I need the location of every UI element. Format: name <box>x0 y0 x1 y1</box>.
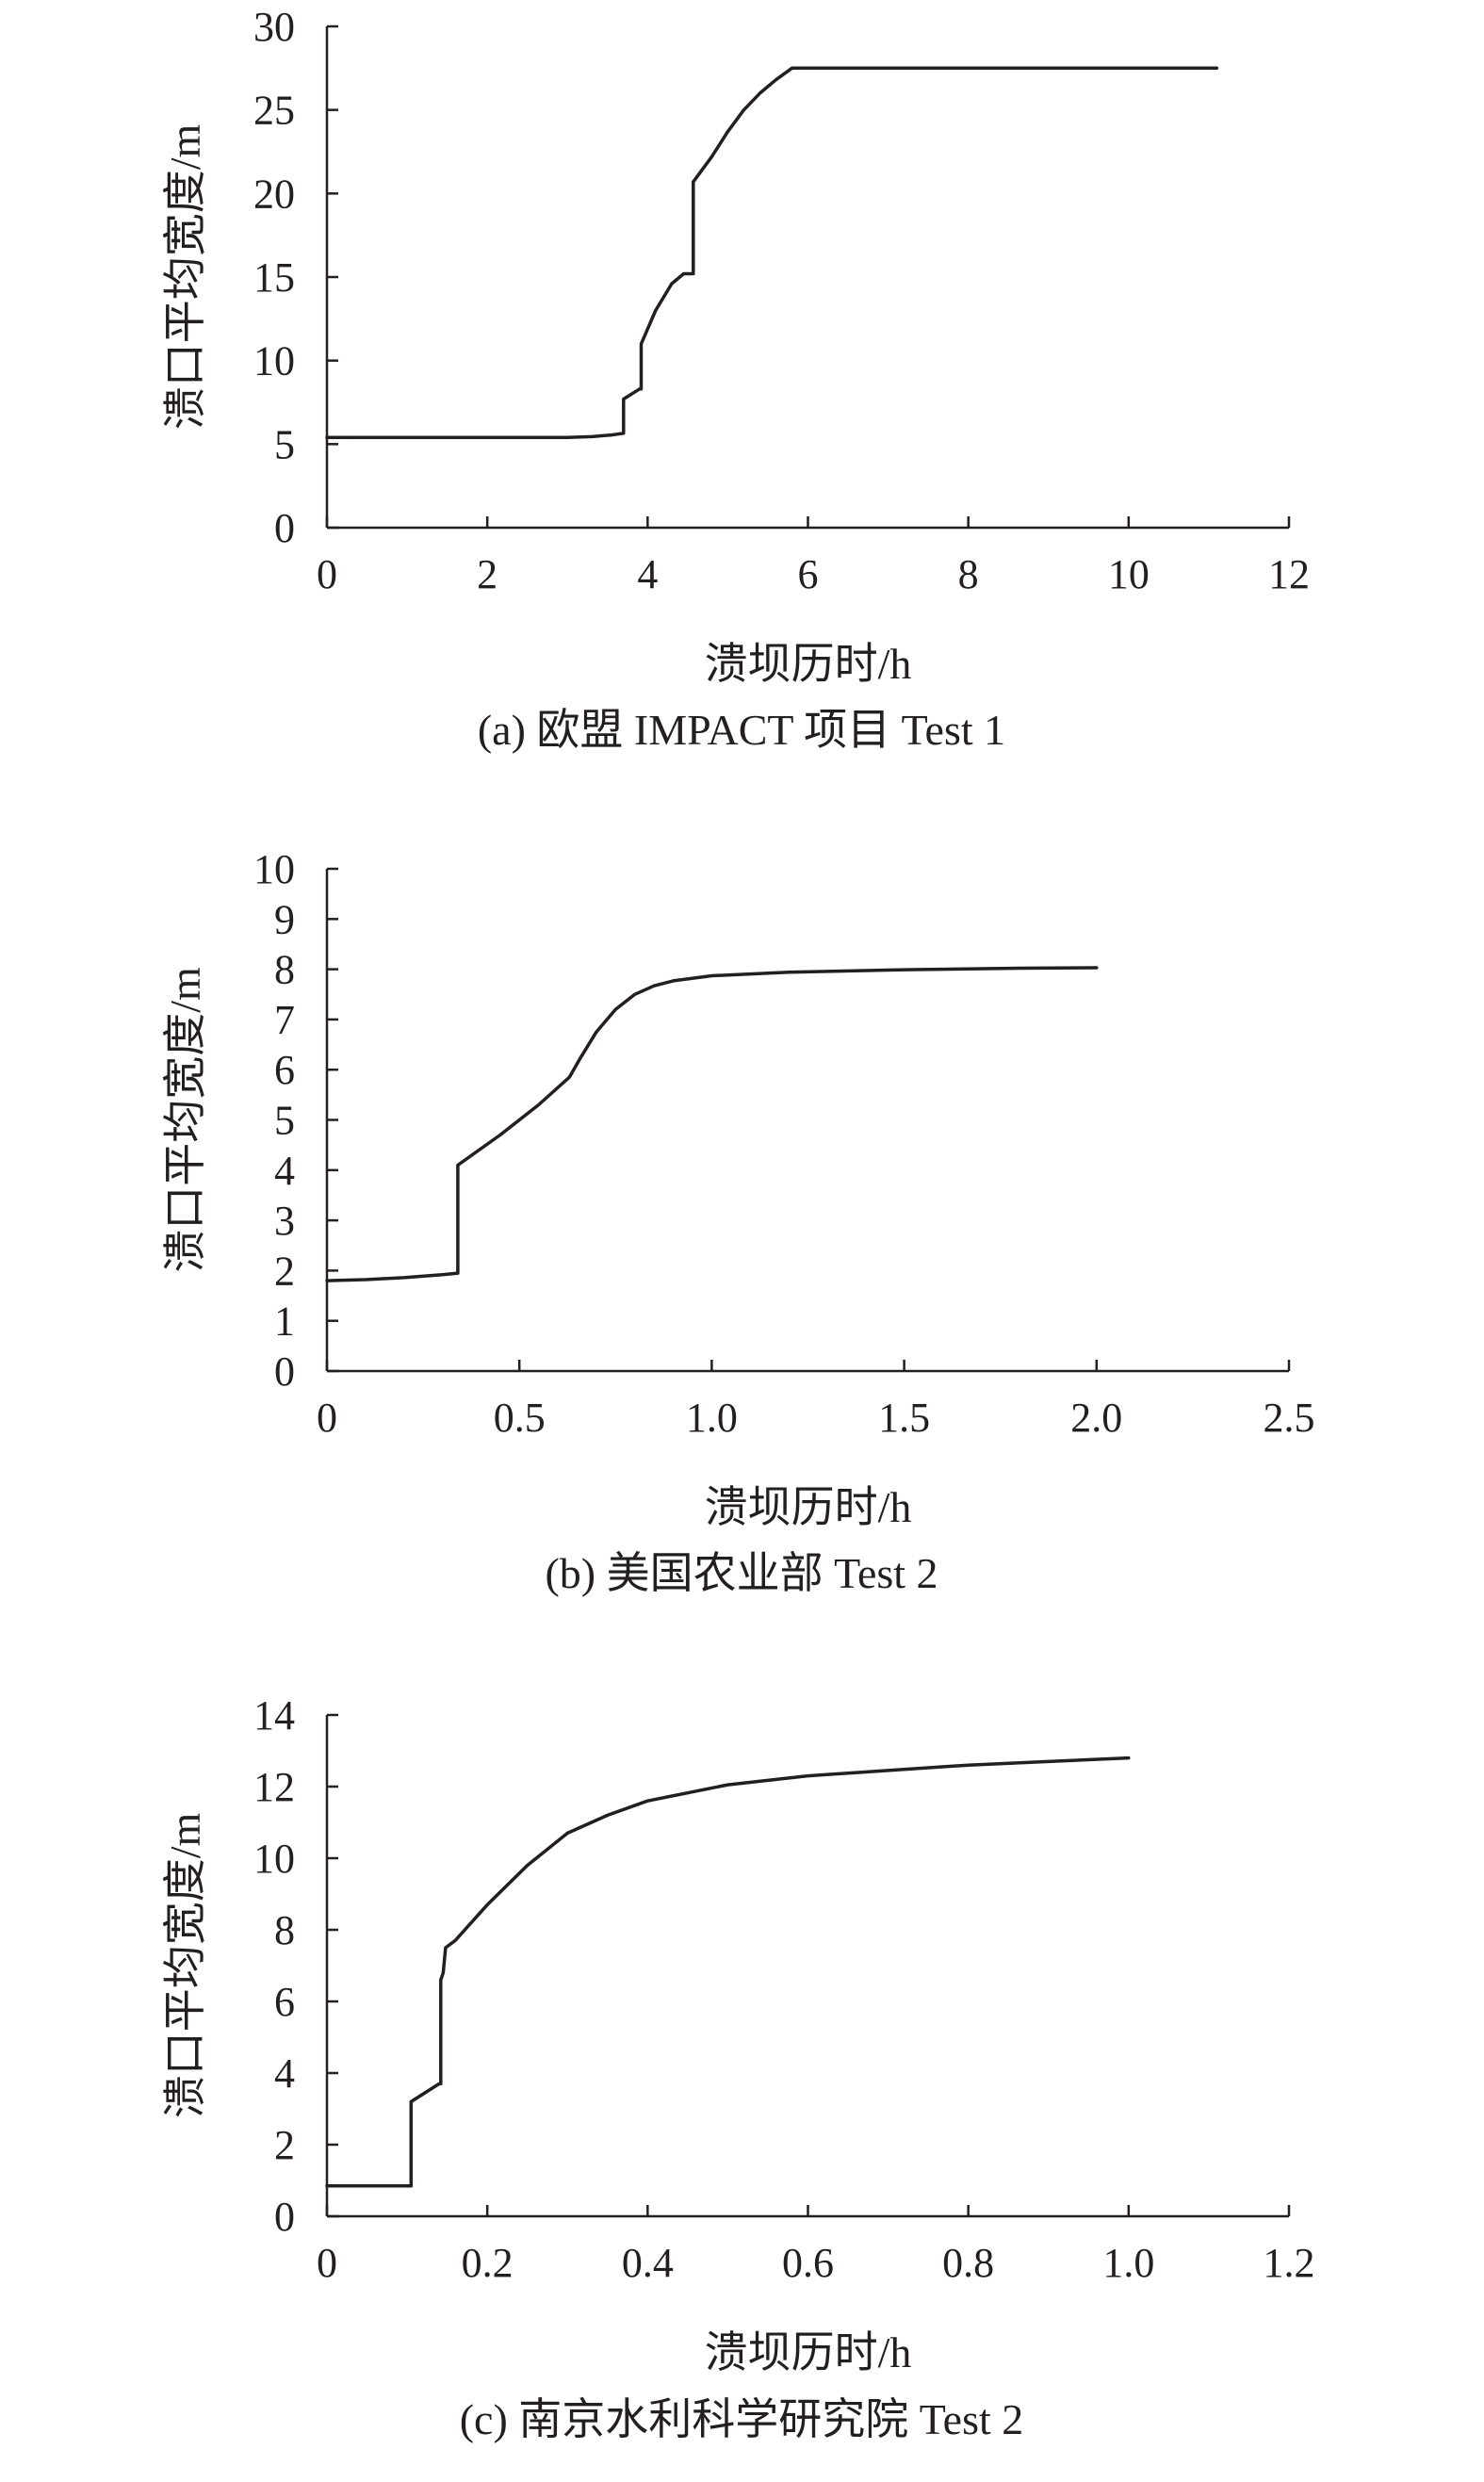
x-tick-label: 4 <box>637 551 658 597</box>
y-tick-label: 12 <box>253 1764 295 1810</box>
chart-3: 0 0.2 0.4 0.6 0.8 1.0 1.2 0 2 4 6 8 10 12 14 溃坝历时/h 溃口平均… <box>161 1692 1315 2443</box>
x-tick-label: 0 <box>317 1395 337 1441</box>
y-tick-label: 15 <box>253 254 295 301</box>
y-tick-label: 0 <box>274 2194 295 2240</box>
x-tick-label: 1.2 <box>1264 2240 1315 2286</box>
y-tick-label: 0 <box>274 505 295 551</box>
x-tick-label: 10 <box>1108 551 1150 597</box>
y-tick-label: 20 <box>253 171 295 217</box>
y-axis-title: 溃口平均宽度/m <box>161 124 209 431</box>
x-tick-label: 8 <box>958 551 979 597</box>
y-tick-label: 5 <box>274 1098 295 1144</box>
y-tick-label: 10 <box>253 1836 295 1882</box>
y-tick-label: 4 <box>274 1148 295 1194</box>
y-tick-label: 30 <box>253 4 295 50</box>
y-tick-label: 10 <box>253 338 295 384</box>
x-axis-title: 溃坝历时/h <box>705 640 912 688</box>
y-tick-label: 14 <box>253 1692 295 1739</box>
y-axis-title: 溃口平均宽度/m <box>161 1813 209 2119</box>
x-tick-label: 12 <box>1268 551 1310 597</box>
y-tick-label: 7 <box>274 997 295 1043</box>
y-tick-label: 1 <box>274 1298 295 1345</box>
y-tick-label: 3 <box>274 1198 295 1244</box>
x-tick-label: 0.2 <box>462 2240 514 2286</box>
series-line-1 <box>325 66 1219 439</box>
x-tick-label: 6 <box>798 551 819 597</box>
y-tick-label: 8 <box>274 1907 295 1953</box>
y-tick-label: 9 <box>274 896 295 942</box>
y-tick-label: 2 <box>274 2122 295 2168</box>
y-tick-label: 25 <box>253 88 295 134</box>
series-line-1 <box>325 966 1099 1282</box>
chart-caption: (b) 美国农业部 Test 2 <box>545 1549 938 1597</box>
x-tick-label: 0.5 <box>494 1395 546 1441</box>
x-axis-title: 溃坝历时/h <box>705 1483 912 1531</box>
y-tick-label: 5 <box>274 421 295 467</box>
x-axis-title: 溃坝历时/h <box>705 2328 912 2376</box>
x-tick-label: 0.8 <box>942 2240 994 2286</box>
x-tick-label: 0.6 <box>782 2240 834 2286</box>
chart-2: 0 0.5 1.0 1.5 2.0 2.5012345678910溃坝历时/h溃口平均宽度… <box>161 846 1315 1597</box>
x-tick-label: 1.0 <box>686 1395 738 1441</box>
series-line-1 <box>325 1755 1131 2188</box>
x-tick-label: 2.0 <box>1070 1395 1122 1441</box>
y-tick-label: 10 <box>253 846 295 892</box>
y-tick-label: 6 <box>274 1047 295 1093</box>
x-tick-label: 1.5 <box>878 1395 930 1441</box>
y-tick-label: 4 <box>274 2050 295 2097</box>
y-tick-label: 0 <box>274 1348 295 1395</box>
y-tick-label: 2 <box>274 1248 295 1294</box>
x-tick-label: 0 <box>317 2240 337 2286</box>
chart-caption: (c) 南京水利科学研究院 Test 2 <box>460 2395 1024 2443</box>
x-tick-label: 2 <box>477 551 497 597</box>
chart-1: 0 2 4 6 8 10 12 0 5 10 15 20 25 30 溃坝历时/h 溃口平均宽度/m (a) 欧… <box>161 4 1310 754</box>
x-tick-label: 0 <box>317 551 337 597</box>
x-tick-label: 2.5 <box>1264 1395 1315 1441</box>
y-axis-title: 溃口平均宽度/m <box>161 967 209 1273</box>
x-tick-label: 0.4 <box>622 2240 674 2286</box>
chart-caption: (a) 欧盟 IMPACT 项目 Test 1 <box>478 706 1005 754</box>
y-tick-label: 6 <box>274 1979 295 2025</box>
y-tick-label: 8 <box>274 947 295 993</box>
x-tick-label: 1.0 <box>1102 2240 1154 2286</box>
